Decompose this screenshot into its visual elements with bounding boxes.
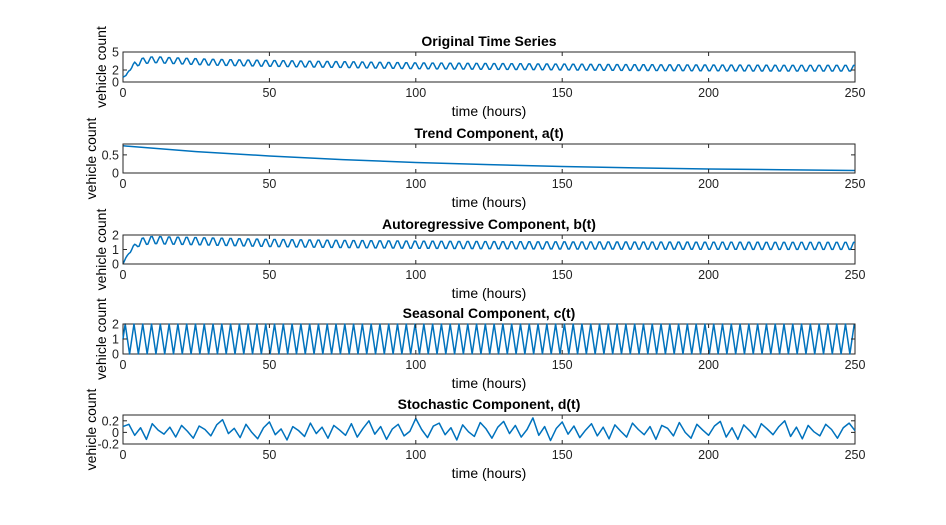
chart-title-4: Stochastic Component, d(t) [398,396,581,412]
axes-box-0 [122,51,856,83]
x-tick-label-0-4: 200 [698,86,719,100]
y-axis-label-2: vehicle count [93,209,109,291]
x-tick-label-3-2: 100 [405,358,426,372]
y-tick-label-4-0: -0.2 [97,438,119,452]
x-tick-label-0-0: 0 [120,86,127,100]
x-axis-label-0: time (hours) [452,103,527,119]
series-line-4 [122,417,856,442]
series-line-1 [122,145,856,172]
chart-title-0: Original Time Series [421,33,556,49]
series-line-2 [122,235,855,265]
y-tick-label-0-0: 0 [112,76,119,90]
x-axis-label-1: time (hours) [452,194,527,210]
x-tick-label-3-1: 50 [262,358,276,372]
x-tick-label-1-5: 250 [845,177,866,191]
x-axis-label-2: time (hours) [452,285,527,301]
x-tick-label-1-4: 200 [698,177,719,191]
chart-title-1: Trend Component, a(t) [414,125,563,141]
x-tick-label-1-3: 150 [552,177,573,191]
y-tick-label-1-1: 0.5 [102,148,119,162]
x-tick-label-4-0: 0 [120,448,127,462]
x-tick-label-1-2: 100 [405,177,426,191]
y-tick-label-2-0: 0 [112,258,119,272]
y-tick-label-4-1: 0 [112,426,119,440]
x-tick-label-2-2: 100 [405,268,426,282]
x-tick-label-4-2: 100 [405,448,426,462]
x-tick-label-0-3: 150 [552,86,573,100]
y-tick-label-1-0: 0 [112,167,119,181]
y-tick-label-2-1: 1 [112,243,119,257]
x-tick-label-2-1: 50 [262,268,276,282]
x-tick-label-2-0: 0 [120,268,127,282]
x-tick-label-0-5: 250 [845,86,866,100]
y-tick-label-4-2: 0.2 [102,414,119,428]
series-line-3 [122,323,856,355]
y-tick-label-3-2: 2 [112,318,119,332]
x-tick-label-1-1: 50 [262,177,276,191]
x-tick-label-3-3: 150 [552,358,573,372]
y-axis-label-3: vehicle count [93,298,109,380]
x-tick-label-1-0: 0 [120,177,127,191]
series-line-0 [122,56,855,78]
x-tick-label-4-4: 200 [698,448,719,462]
x-axis-label-3: time (hours) [452,375,527,391]
y-axis-label-0: vehicle count [93,26,109,108]
y-tick-label-0-1: 2 [112,64,119,78]
x-tick-label-4-1: 50 [262,448,276,462]
x-tick-label-4-3: 150 [552,448,573,462]
x-axis-label-4: time (hours) [452,465,527,481]
x-tick-label-0-1: 50 [262,86,276,100]
axes-box-1 [122,143,856,174]
y-axis-label-4: vehicle count [83,389,99,471]
y-tick-label-2-2: 2 [112,229,119,243]
x-tick-label-3-4: 200 [698,358,719,372]
x-tick-label-2-3: 150 [552,268,573,282]
x-tick-label-4-5: 250 [845,448,866,462]
x-tick-label-3-0: 0 [120,358,127,372]
y-tick-label-3-0: 0 [112,348,119,362]
axes-box-2 [122,234,856,265]
y-tick-label-3-1: 1 [112,333,119,347]
chart-title-3: Seasonal Component, c(t) [403,305,576,321]
x-tick-label-2-4: 200 [698,268,719,282]
chart-title-2: Autoregressive Component, b(t) [382,216,596,232]
x-tick-label-2-5: 250 [845,268,866,282]
x-tick-label-3-5: 250 [845,358,866,372]
x-tick-label-0-2: 100 [405,86,426,100]
y-axis-label-1: vehicle count [83,118,99,200]
y-tick-label-0-2: 5 [112,46,119,60]
